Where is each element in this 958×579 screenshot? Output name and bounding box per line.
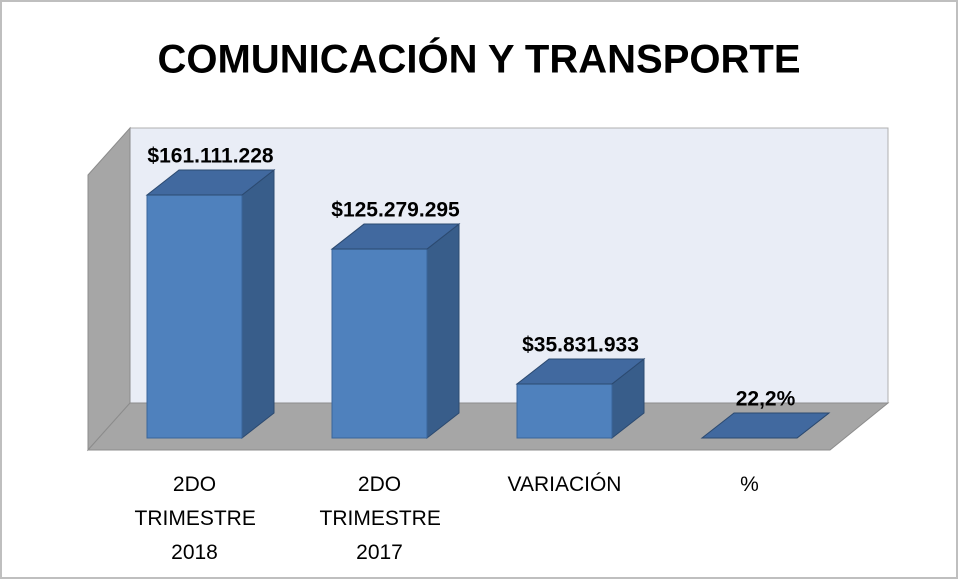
data-label: 22,2% bbox=[736, 388, 796, 411]
data-label: $125.279.295 bbox=[331, 199, 460, 222]
data-label: $35.831.933 bbox=[522, 334, 639, 357]
bar bbox=[146, 194, 243, 439]
bar-top bbox=[700, 412, 831, 439]
bar bbox=[331, 248, 428, 439]
bar-top bbox=[515, 358, 646, 385]
bar bbox=[516, 383, 613, 439]
floor bbox=[86, 402, 890, 451]
x-tick-label: 2DO TRIMESTRE 2017 bbox=[319, 473, 441, 564]
x-tick-label: % bbox=[740, 473, 759, 496]
x-tick-label: 2DO TRIMESTRE 2018 bbox=[134, 473, 256, 564]
data-label: $161.111.228 bbox=[147, 145, 273, 168]
bar-side bbox=[241, 168, 275, 440]
bar-side bbox=[426, 223, 460, 440]
side-wall bbox=[87, 126, 131, 452]
bar-top bbox=[145, 169, 276, 196]
bar-top bbox=[330, 223, 461, 250]
x-tick-label: VARIACIÓN bbox=[507, 473, 622, 496]
chart-title: COMUNICACIÓN Y TRANSPORTE bbox=[157, 36, 800, 82]
